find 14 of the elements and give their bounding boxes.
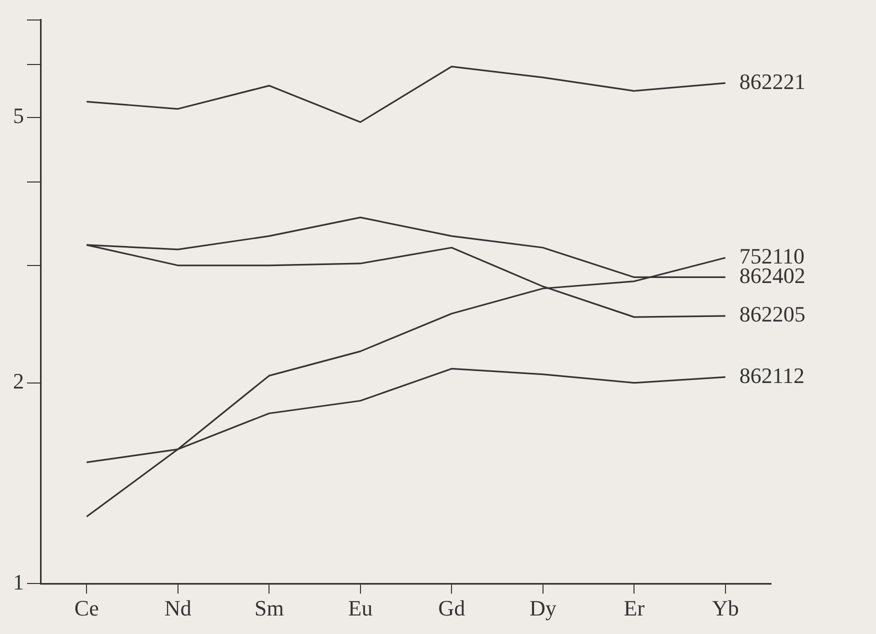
x-tick-label: Sm bbox=[254, 596, 284, 621]
x-tick-label: Nd bbox=[164, 596, 192, 621]
x-tick-label: Er bbox=[624, 596, 646, 621]
x-tick-label: Ce bbox=[74, 596, 99, 621]
series-label: 862221 bbox=[739, 68, 806, 94]
x-tick-label: Eu bbox=[348, 596, 373, 621]
series-label: 862205 bbox=[739, 302, 806, 327]
y-tick-label: 2 bbox=[13, 368, 24, 394]
y-tick-label: 5 bbox=[13, 103, 24, 128]
y-tick-label: 1 bbox=[13, 569, 24, 594]
series-label: 862112 bbox=[739, 362, 805, 388]
x-tick-label: Gd bbox=[438, 596, 466, 621]
x-tick-label: Dy bbox=[529, 596, 556, 621]
x-tick-label: Yb bbox=[712, 596, 739, 621]
